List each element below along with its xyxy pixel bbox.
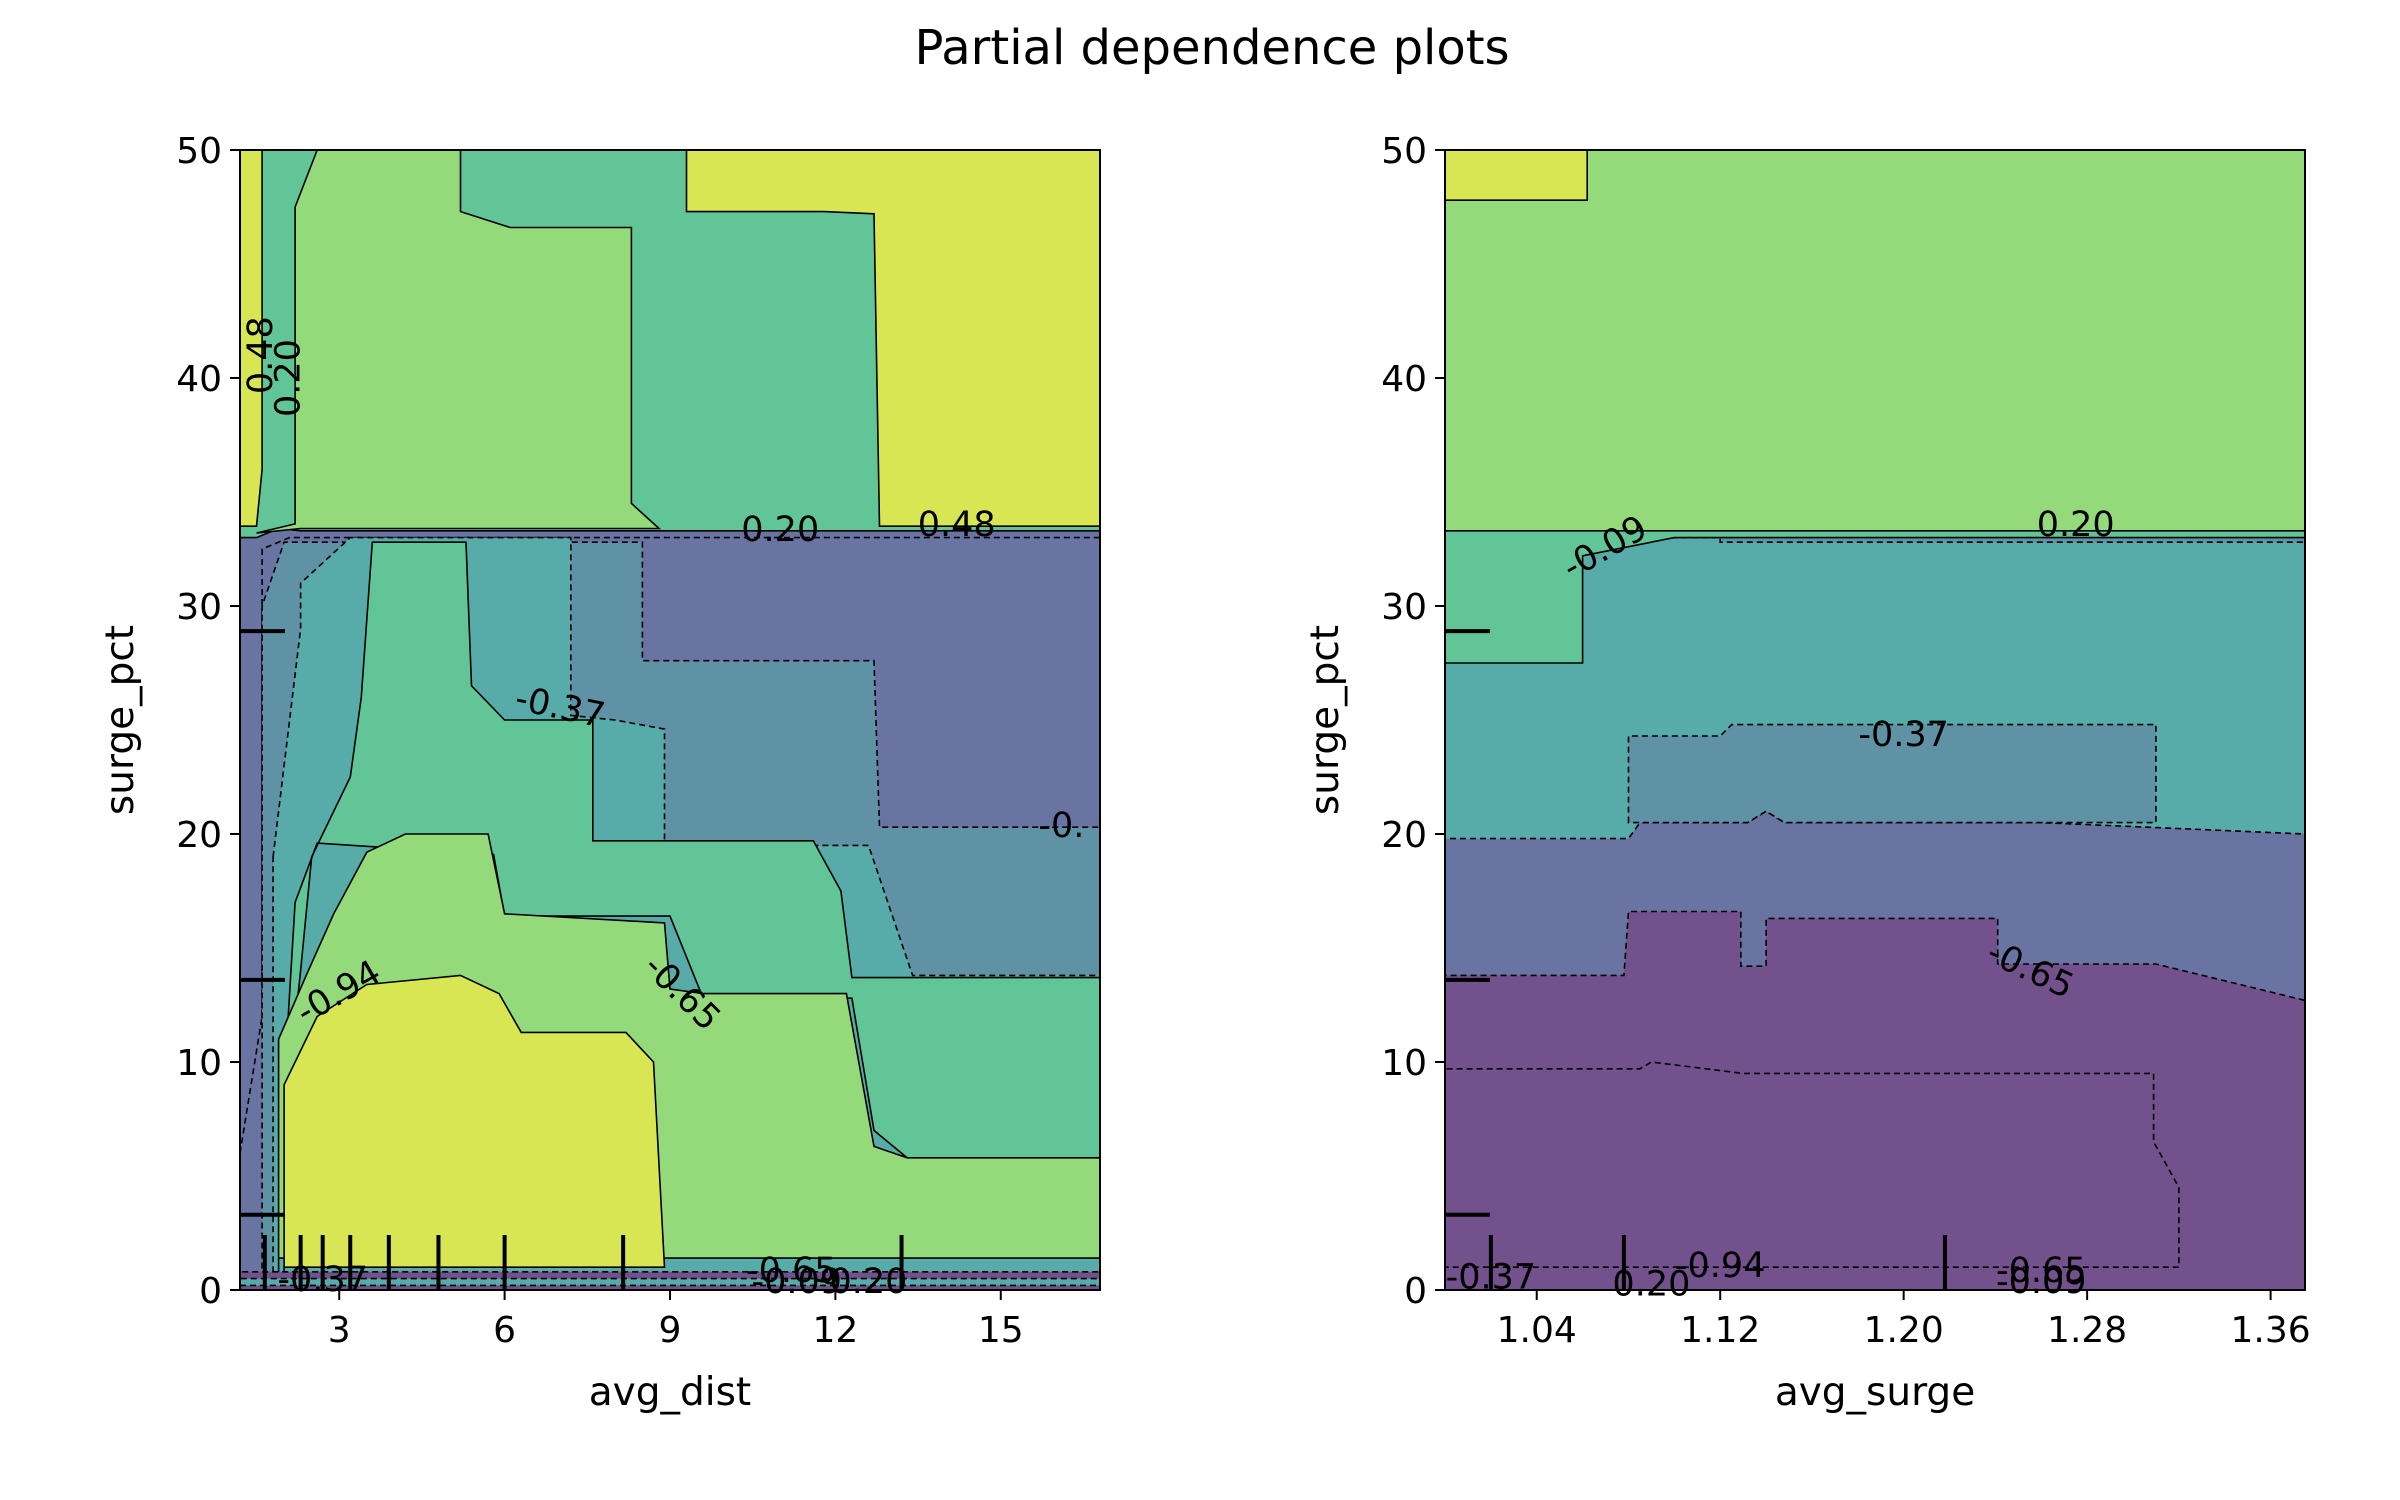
y-axis-label-avg-surge: surge_pct bbox=[1303, 625, 1348, 815]
y-axis-ticks-avg-dist: 0 10 20 30 40 50 bbox=[176, 131, 240, 1312]
plot-frame-avg-surge bbox=[1444, 149, 2306, 1291]
y-axis-ticks-avg-surge: 0 10 20 30 40 50 bbox=[1381, 131, 1445, 1312]
contour-labels-avg-surge: -0.09 0.20-0.37-0.65-0.37 0.20-0.94 -0.65-0… bbox=[1446, 505, 2115, 1304]
contour-region bbox=[1445, 150, 1588, 201]
contour-region bbox=[283, 974, 666, 1272]
x-axis-label-avg-dist: avg_dist bbox=[589, 1370, 751, 1415]
contour-region bbox=[240, 150, 263, 528]
contour-level-label: -0.37 bbox=[1858, 715, 1949, 755]
rug-marks-avg-dist bbox=[240, 629, 904, 1290]
contour-region bbox=[1445, 1061, 2180, 1268]
contour-level-label: 0.48 bbox=[241, 316, 281, 394]
contour-region bbox=[256, 150, 662, 534]
contour-level-label: 0.48 bbox=[918, 505, 996, 545]
contour-level-label: -0.65 bbox=[746, 1251, 837, 1291]
y-tick-label: 50 bbox=[176, 131, 222, 172]
contour-region bbox=[1445, 150, 2305, 532]
x-tick-label: 1.04 bbox=[1497, 1310, 1577, 1351]
y-tick-label: 40 bbox=[1381, 359, 1427, 400]
contour-plot-avg-surge: -0.09 0.20-0.37-0.65-0.37 0.20-0.94 -0.65-0… bbox=[1303, 131, 2311, 1415]
contour-plot-avg-dist: 0.480.200.20 0.48-0.37-0.-0.94 -0.65-0.37-… bbox=[98, 131, 1101, 1415]
x-axis-ticks-avg-surge: 1.04 1.12 1.20 1.28 1.36 bbox=[1497, 1290, 2311, 1351]
contour-region bbox=[240, 1277, 1100, 1287]
x-tick-label: 1.20 bbox=[1864, 1310, 1944, 1351]
y-tick-label: 0 bbox=[1404, 1271, 1427, 1312]
x-tick-label: 6 bbox=[493, 1310, 516, 1351]
contour-level-label: -0.09 bbox=[752, 1262, 843, 1302]
contour-region bbox=[1445, 529, 2305, 664]
y-tick-label: 50 bbox=[1381, 131, 1427, 172]
contour-level-label: -0.65 bbox=[1996, 1251, 2087, 1291]
contour-level-label: -0.09 bbox=[1996, 1262, 2087, 1302]
contour-regions-avg-dist bbox=[240, 150, 1100, 1290]
y-tick-label: 20 bbox=[176, 815, 222, 856]
y-tick-label: 10 bbox=[176, 1043, 222, 1084]
x-tick-label: 3 bbox=[328, 1310, 351, 1351]
x-axis-label-avg-surge: avg_surge bbox=[1775, 1370, 1975, 1415]
contour-level-label: 0.20 bbox=[741, 510, 819, 550]
y-tick-label: 10 bbox=[1381, 1043, 1427, 1084]
y-tick-label: 30 bbox=[176, 587, 222, 628]
x-tick-label: 1.28 bbox=[2047, 1310, 2127, 1351]
contour-level-label: -0.94 bbox=[1675, 1246, 1766, 1286]
contour-level-label: 0.20 bbox=[2037, 505, 2115, 545]
contour-level-label: 0.20 bbox=[829, 1262, 907, 1302]
x-axis-ticks-avg-dist: 3 6 9 12 15 bbox=[328, 1290, 1024, 1351]
contour-region bbox=[1627, 723, 2157, 824]
y-tick-label: 40 bbox=[176, 359, 222, 400]
y-tick-label: 30 bbox=[1381, 587, 1427, 628]
contour-region bbox=[685, 150, 1100, 528]
x-tick-label: 12 bbox=[812, 1310, 858, 1351]
contour-regions-avg-surge bbox=[1445, 150, 2305, 1290]
rug-marks-avg-surge bbox=[1445, 629, 1947, 1290]
x-tick-label: 1.36 bbox=[2231, 1310, 2311, 1351]
y-tick-label: 20 bbox=[1381, 815, 1427, 856]
contour-level-label: -0. bbox=[1038, 806, 1084, 846]
x-tick-label: 1.12 bbox=[1680, 1310, 1760, 1351]
y-axis-label-avg-dist: surge_pct bbox=[98, 625, 143, 815]
contour-level-label: 0.20 bbox=[269, 339, 309, 417]
contour-region bbox=[277, 541, 1100, 1177]
y-tick-label: 0 bbox=[199, 1271, 222, 1312]
x-tick-label: 15 bbox=[978, 1310, 1024, 1351]
x-tick-label: 9 bbox=[659, 1310, 682, 1351]
figure-title: Partial dependence plots bbox=[914, 20, 1509, 76]
